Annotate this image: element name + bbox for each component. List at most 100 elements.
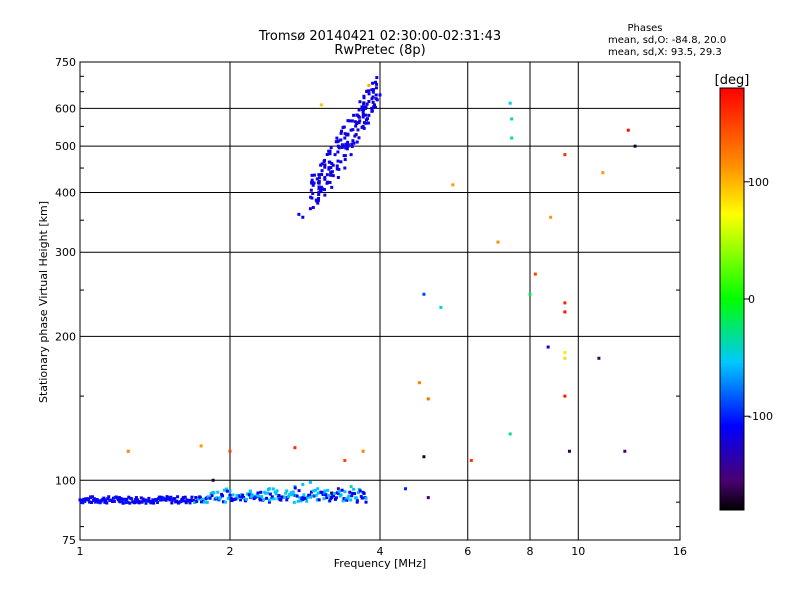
x-tick-label: 16 <box>673 545 687 558</box>
data-point <box>335 137 338 140</box>
data-point <box>371 96 374 99</box>
data-point <box>317 173 320 176</box>
y-tick-label: 200 <box>55 330 76 343</box>
data-point <box>311 174 314 177</box>
data-point <box>496 241 499 244</box>
data-point <box>275 492 278 495</box>
data-point <box>341 146 344 149</box>
data-point <box>343 490 346 493</box>
data-point <box>358 100 361 103</box>
data-point <box>549 216 552 219</box>
data-point <box>355 133 358 136</box>
data-point <box>318 498 321 501</box>
data-point <box>349 498 352 501</box>
data-point <box>347 143 350 146</box>
data-point <box>351 128 354 131</box>
data-point <box>310 189 313 192</box>
data-point <box>326 173 329 176</box>
data-point <box>245 498 248 501</box>
data-point <box>470 459 473 462</box>
ionogram-figure: Tromsø 20140421 02:30:00-02:31:43 RwPret… <box>0 0 800 600</box>
data-point <box>374 81 377 84</box>
x-tick-label: 8 <box>527 545 534 558</box>
data-point <box>297 500 300 503</box>
data-point <box>212 479 215 482</box>
data-point <box>352 114 355 117</box>
data-point <box>351 119 354 122</box>
data-point <box>269 493 272 496</box>
data-point <box>356 499 359 502</box>
data-point <box>348 491 351 494</box>
data-point <box>365 497 368 500</box>
chart-title: Tromsø 20140421 02:30:00-02:31:43 <box>258 29 501 44</box>
data-point <box>337 176 340 179</box>
data-point <box>330 146 333 149</box>
phases-heading: Phases <box>627 23 662 34</box>
data-point <box>362 450 365 453</box>
data-point <box>359 489 362 492</box>
data-point <box>362 106 365 109</box>
data-point <box>87 498 90 501</box>
colorbar-tick-label: 0 <box>748 293 755 306</box>
data-point <box>357 115 360 118</box>
data-point <box>229 494 232 497</box>
data-point <box>350 153 353 156</box>
data-point <box>509 102 512 105</box>
data-point <box>284 492 287 495</box>
data-point <box>623 450 626 453</box>
data-point <box>346 133 349 136</box>
data-point <box>404 487 407 490</box>
data-point <box>296 495 299 498</box>
data-point <box>352 142 355 145</box>
data-point <box>276 489 279 492</box>
y-tick-label: 75 <box>62 534 76 547</box>
data-point <box>330 174 333 177</box>
data-point <box>259 491 262 494</box>
data-point <box>322 497 325 500</box>
y-axis-label: Stationary phase Virtual Height [km] <box>37 201 50 403</box>
x-tick-label: 10 <box>571 545 585 558</box>
data-point <box>439 306 442 309</box>
colorbar-ticks: 1000-100 <box>744 176 773 423</box>
data-point <box>367 114 370 117</box>
data-point <box>363 96 366 99</box>
data-point <box>256 492 259 495</box>
data-point <box>309 481 312 484</box>
data-point <box>321 169 324 172</box>
data-point <box>200 444 203 447</box>
data-point <box>314 489 317 492</box>
data-point <box>547 346 550 349</box>
data-point <box>344 158 347 161</box>
data-point <box>356 141 359 144</box>
data-point <box>346 119 349 122</box>
x-tick-label: 1 <box>77 545 84 558</box>
data-point <box>312 184 315 187</box>
data-point <box>329 166 332 169</box>
data-point <box>224 501 227 504</box>
data-point <box>147 497 150 500</box>
data-point <box>371 82 374 85</box>
data-point <box>330 186 333 189</box>
data-point <box>302 493 305 496</box>
data-point <box>315 200 318 203</box>
data-point <box>510 137 513 140</box>
data-point <box>342 126 345 129</box>
data-point <box>451 183 454 186</box>
data-point <box>375 76 378 79</box>
data-point <box>152 502 155 505</box>
data-point <box>427 496 430 499</box>
data-point <box>363 127 366 130</box>
data-point <box>168 498 171 501</box>
data-point <box>364 114 367 117</box>
y-tick-label: 500 <box>55 140 76 153</box>
data-point <box>272 487 275 490</box>
data-point <box>356 128 359 131</box>
data-point <box>355 496 358 499</box>
data-point <box>343 137 346 140</box>
data-point <box>427 397 430 400</box>
data-point <box>127 450 130 453</box>
data-point <box>212 491 215 494</box>
y-tick-label: 600 <box>55 102 76 115</box>
data-point <box>298 489 301 492</box>
data-point <box>273 497 276 500</box>
